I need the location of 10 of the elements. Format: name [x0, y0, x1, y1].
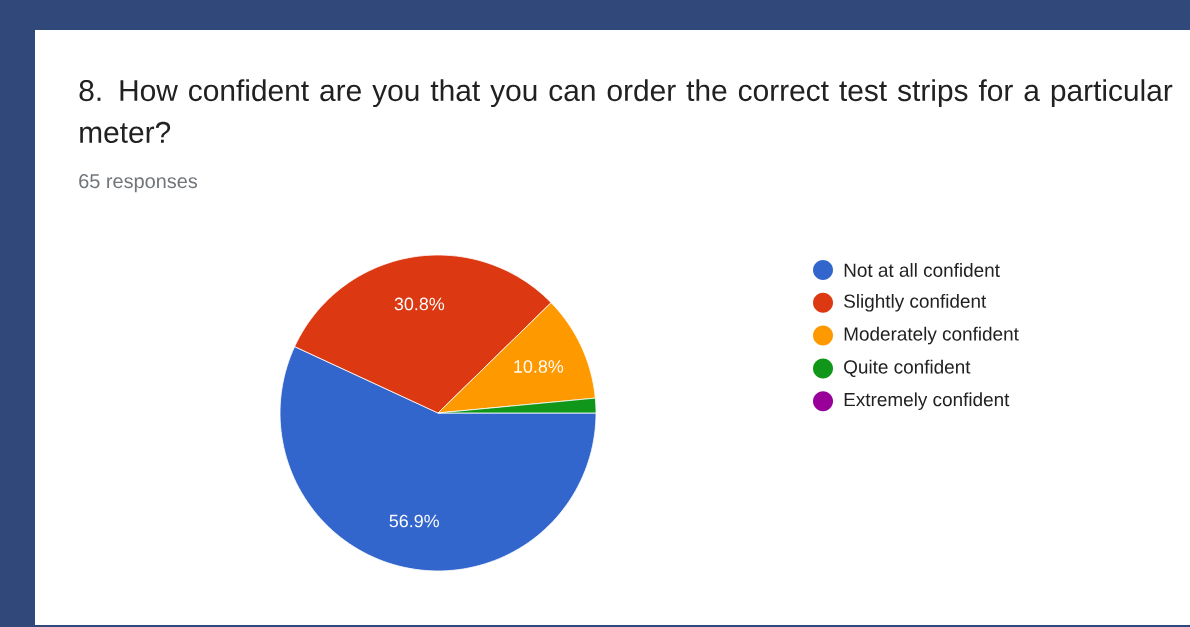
legend-label: Not at all confident	[844, 263, 1000, 277]
legend-label: Quite confident	[844, 359, 971, 378]
data-label: 10.8%	[514, 360, 564, 373]
legend-label: Moderately confident	[844, 326, 1019, 345]
data-label: 30.8%	[394, 297, 445, 311]
legend-label: Slightly confident	[844, 293, 987, 312]
data-label: 56.9%	[389, 514, 439, 528]
chart-subtitle: 65 responses	[79, 174, 198, 193]
chart-title: 8. How confident are you that you can order the correct test strips for a particular meter?	[79, 79, 1173, 143]
legend-label: Extremely confident	[844, 392, 1010, 410]
